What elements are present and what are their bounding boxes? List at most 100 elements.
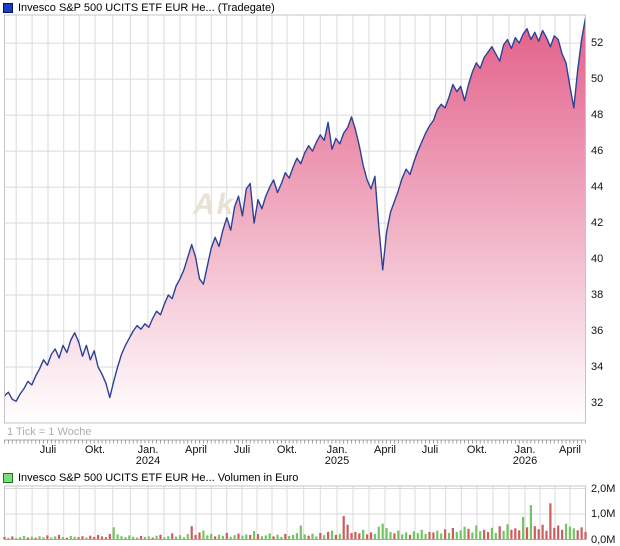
volume-bar: [194, 534, 197, 540]
volume-bar: [112, 527, 115, 540]
price-area: [4, 17, 586, 424]
volume-bar: [405, 532, 408, 540]
x-month-label: Juli: [233, 444, 251, 456]
volume-bar: [210, 533, 213, 540]
volume-bar: [537, 529, 540, 540]
volume-bar: [245, 534, 248, 540]
volume-bar: [518, 530, 521, 540]
volume-bar: [494, 532, 497, 540]
volume-bar: [155, 535, 158, 540]
volume-bar: [471, 532, 474, 540]
volume-bar: [65, 537, 68, 540]
volume-bar: [561, 529, 564, 540]
volume-bar: [401, 534, 404, 540]
volume-plot[interactable]: [3, 485, 587, 540]
volume-bar: [451, 528, 454, 540]
volume-bar: [217, 534, 221, 540]
volume-bar: [241, 535, 244, 540]
volume-bar: [393, 533, 396, 540]
price-chart-title: Invesco S&P 500 UCITS ETF EUR He... (Tra…: [18, 1, 275, 14]
volume-bar: [93, 536, 96, 540]
volume-bar: [34, 537, 37, 540]
price-plot[interactable]: Ak: [4, 14, 587, 444]
volume-bar: [132, 536, 135, 540]
volume-bar: [15, 538, 18, 540]
volume-bar: [506, 524, 509, 540]
volume-bar: [334, 534, 337, 540]
volume-bar: [354, 531, 357, 540]
volume-bar: [346, 524, 349, 540]
volume-bar: [408, 534, 412, 540]
x-month-label: Juli: [39, 444, 57, 456]
volume-legend-square-icon: [3, 472, 13, 483]
volume-bar: [424, 533, 427, 540]
volume-bar: [42, 537, 45, 540]
volume-bar: [432, 532, 435, 540]
volume-bar: [525, 527, 529, 540]
volume-bar: [502, 530, 505, 540]
volume-bar: [178, 535, 182, 540]
volume-bar: [377, 526, 380, 540]
volume-bar: [486, 531, 490, 540]
volume-bar: [490, 527, 493, 540]
volume-bar: [214, 536, 217, 540]
price-y-tick-label: 34: [591, 361, 604, 373]
volume-bar: [533, 526, 536, 540]
volume-bar: [327, 531, 330, 540]
volume-bar: [256, 534, 260, 540]
volume-bar: [198, 532, 201, 540]
volume-bar: [69, 535, 72, 540]
volume-bar: [264, 535, 267, 540]
volume-bar: [338, 533, 341, 540]
volume-bar: [272, 536, 275, 540]
volume-bar: [553, 527, 556, 540]
volume-bar: [557, 525, 560, 540]
x-year-label: 2026: [512, 455, 538, 467]
volume-bar: [182, 537, 185, 540]
volume-bar: [104, 537, 107, 540]
volume-bar: [292, 534, 295, 540]
price-y-tick-label: 48: [591, 109, 604, 122]
volume-bar: [124, 537, 127, 540]
price-y-tick-label: 36: [591, 325, 604, 337]
volume-bar: [3, 536, 6, 540]
price-chart-legend: Invesco S&P 500 UCITS ETF EUR He... (Tra…: [3, 1, 275, 14]
price-y-tick-label: 38: [591, 289, 604, 301]
volume-y-tick-label: 2,0M: [591, 482, 616, 495]
volume-bar: [319, 532, 322, 540]
volume-bar: [498, 526, 501, 540]
x-month-label: April: [373, 444, 396, 456]
volume-bar: [120, 536, 123, 540]
volume-bar: [564, 523, 568, 540]
volume-bar: [447, 532, 451, 540]
volume-chart-title: Invesco S&P 500 UCITS ETF EUR He... Volu…: [18, 471, 299, 484]
volume-bar: [85, 537, 88, 540]
volume-bar: [475, 525, 478, 540]
volume-bar: [284, 533, 287, 540]
volume-bar: [190, 526, 193, 540]
x-month-label: April: [184, 444, 207, 456]
price-y-tick-label: 42: [591, 217, 604, 229]
volume-bar: [483, 529, 486, 540]
volume-bar: [100, 536, 104, 540]
volume-bar: [163, 537, 166, 540]
volume-bar: [81, 536, 84, 540]
volume-bar: [397, 530, 400, 540]
volume-bar: [323, 535, 326, 540]
volume-bar: [373, 533, 376, 540]
volume-bar: [225, 532, 228, 540]
volume-bar: [143, 536, 146, 540]
volume-bar: [7, 537, 10, 540]
volume-bar: [572, 528, 575, 540]
volume-bar: [545, 530, 548, 540]
volume-bar: [50, 537, 53, 540]
volume-bar: [171, 533, 174, 540]
volume-bar: [221, 535, 224, 540]
volume-bar: [541, 524, 544, 540]
volume-bar: [61, 536, 65, 540]
volume-bar: [147, 536, 150, 540]
volume-bar: [233, 535, 236, 540]
volume-bar: [22, 535, 26, 540]
volume-bar: [288, 535, 291, 540]
